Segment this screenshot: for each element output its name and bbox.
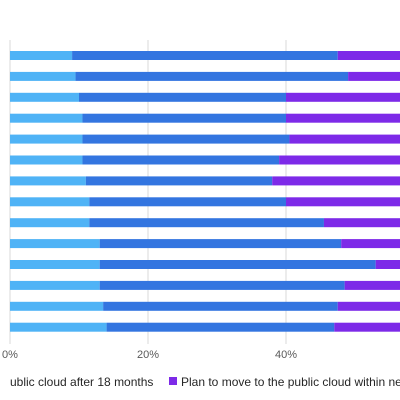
bar-segment-s1-row1: [75, 71, 349, 81]
bar-segment-s1-row13: [106, 322, 335, 332]
bar-segment-s2-row5: [279, 155, 400, 165]
x-tick-label: 40%: [275, 349, 297, 361]
bar-segment-s0-row0: [10, 51, 73, 60]
gridlines: [9, 40, 287, 344]
bar-segment-s1-row11: [99, 280, 345, 290]
bar-segment-s0-row1: [10, 71, 76, 81]
bar-segment-s2-row4: [289, 134, 400, 144]
bar-segment-s0-row13: [10, 322, 107, 332]
bar-segment-s1-row10: [99, 260, 376, 269]
bar-segment-s0-row9: [10, 239, 100, 249]
bar-segment-s2-row12: [337, 301, 400, 311]
bar-segment-s2-row6: [272, 176, 400, 186]
bar-segment-s0-row8: [10, 218, 90, 228]
bar-segment-s2-row9: [341, 239, 400, 249]
bar-segment-s1-row7: [89, 197, 286, 207]
legend-label-after-18-months: ublic cloud after 18 months: [10, 375, 153, 389]
bar-segment-s2-row7: [286, 197, 400, 207]
bar-segment-s1-row8: [89, 218, 324, 228]
bar-segment-s2-row0: [337, 51, 400, 60]
bar-segment-s0-row6: [10, 176, 86, 186]
bar-segment-s2-row13: [334, 322, 400, 332]
bar-segment-s2-row2: [286, 92, 400, 102]
bar-segment-s1-row12: [103, 301, 338, 311]
bar-segment-s0-row7: [10, 197, 90, 207]
bar-segment-s1-row5: [82, 155, 280, 165]
bars: [10, 51, 400, 332]
bar-segment-s2-row8: [323, 218, 400, 228]
bar-segment-s1-row4: [82, 134, 290, 144]
bar-segment-s2-row11: [344, 280, 400, 290]
bar-segment-s0-row11: [10, 280, 100, 290]
bar-segment-s2-row3: [286, 113, 400, 123]
bar-segment-s0-row12: [10, 301, 104, 311]
bar-segment-s1-row3: [82, 113, 286, 123]
bar-segment-s0-row10: [10, 260, 100, 269]
bar-segment-s0-row2: [10, 92, 79, 102]
x-tick-label: 20%: [137, 349, 159, 361]
bar-segment-s1-row9: [99, 239, 342, 249]
legend-swatch-within-18-months: [169, 377, 177, 385]
bar-segment-s1-row6: [85, 176, 273, 186]
legend-label-within-18-months: Plan to move to the public cloud within …: [181, 375, 400, 389]
bar-segment-s0-row4: [10, 134, 83, 144]
bar-segment-s1-row2: [79, 92, 286, 102]
legend: ublic cloud after 18 months Plan to move …: [10, 375, 400, 389]
bar-segment-s2-row1: [348, 71, 400, 81]
bar-segment-s1-row0: [72, 51, 338, 60]
bar-segment-s0-row5: [10, 155, 83, 165]
x-tick-label: 0%: [2, 349, 18, 361]
bar-segment-s2-row10: [375, 260, 400, 269]
x-axis-ticks: 0% 20% 40%: [2, 349, 297, 361]
bar-segment-s0-row3: [10, 113, 83, 123]
